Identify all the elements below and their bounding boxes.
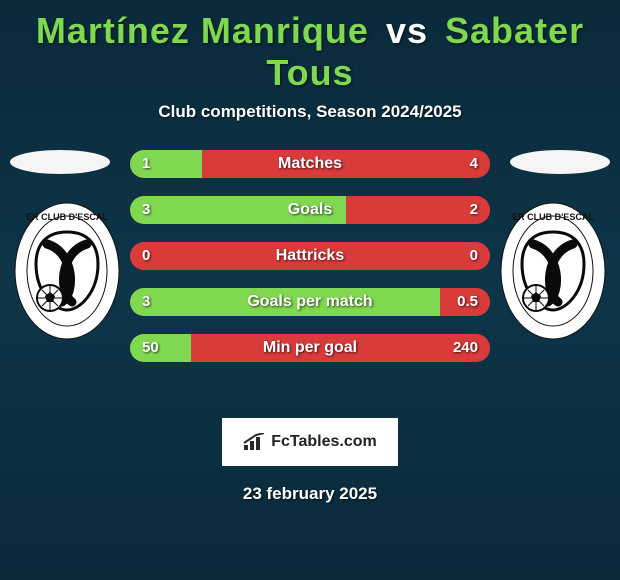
player2-flag: [510, 150, 610, 174]
stat-row: 30.5Goals per match: [130, 288, 490, 316]
player1-name: Martínez Manrique: [36, 10, 369, 51]
stat-label: Goals: [130, 196, 490, 224]
stat-row: 00Hattricks: [130, 242, 490, 270]
date-text: 23 february 2025: [0, 484, 620, 504]
brand-box: FcTables.com: [222, 418, 398, 466]
stat-label: Goals per match: [130, 288, 490, 316]
vs-text: vs: [386, 10, 428, 51]
stat-row: 14Matches: [130, 150, 490, 178]
stat-bars: 14Matches 32Goals 00Hattricks 30.5Goals per…: [130, 150, 490, 380]
player2-club-crest: ER CLUB D'ESCAL: [500, 202, 606, 340]
subtitle: Club competitions, Season 2024/2025: [0, 102, 620, 122]
comparison-title: Martínez Manrique vs Sabater Tous: [0, 0, 620, 94]
brand-chart-icon: [243, 433, 267, 451]
stat-label: Hattricks: [130, 242, 490, 270]
player1-club-crest: ER CLUB D'ESCAL: [14, 202, 120, 340]
svg-text:ER CLUB D'ESCAL: ER CLUB D'ESCAL: [26, 212, 108, 222]
comparison-content: ER CLUB D'ESCAL ER CLUB D'ESCAL 14Matche…: [0, 150, 620, 410]
brand-text: FcTables.com: [271, 433, 377, 451]
stat-row: 50240Min per goal: [130, 334, 490, 362]
player1-flag: [10, 150, 110, 174]
stat-label: Matches: [130, 150, 490, 178]
stat-row: 32Goals: [130, 196, 490, 224]
stat-label: Min per goal: [130, 334, 490, 362]
svg-text:ER CLUB D'ESCAL: ER CLUB D'ESCAL: [512, 212, 594, 222]
